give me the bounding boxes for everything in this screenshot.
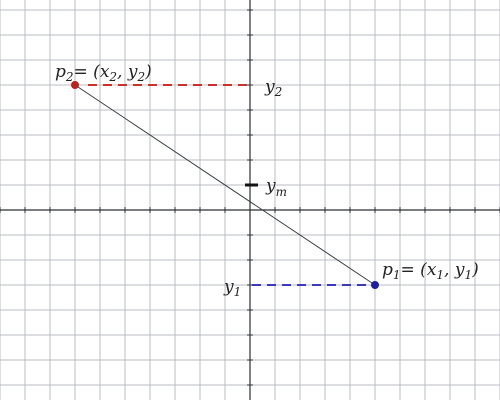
y1-label: y1 bbox=[223, 277, 241, 299]
p1-label: p1= (x1, y1) bbox=[382, 260, 479, 282]
ym-label: ym bbox=[265, 176, 287, 199]
p2-label: p2= (x2, y2) bbox=[55, 62, 152, 84]
point-p2 bbox=[71, 81, 79, 89]
axis-ticks bbox=[0, 9, 500, 386]
point-p1 bbox=[371, 281, 379, 289]
y2-label: y2 bbox=[264, 77, 282, 99]
segment-p1-p2 bbox=[74, 84, 376, 286]
